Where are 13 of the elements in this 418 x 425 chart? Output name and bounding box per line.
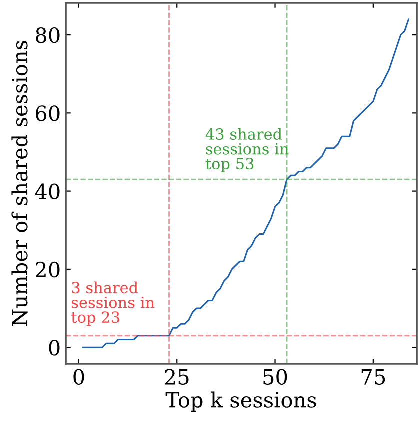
y-tick-label: 0 [49,340,60,356]
y-axis-title: Number of shared sessions [12,41,28,326]
y-tick-label: 20 [36,262,60,278]
y-tick-label: 40 [35,184,60,200]
annotation: 43 shared sessions in top 53 [206,128,289,173]
x-axis-title: Top k sessions [166,392,316,412]
x-tick-label: 50 [264,369,288,385]
y-tick-label: 60 [36,106,60,122]
y-tick-label: 80 [36,27,60,44]
x-tick-label: 0 [74,369,84,385]
annotation: 3 shared sessions in top 23 [72,282,155,326]
x-tick-label: 25 [165,369,189,385]
x-tick-label: 75 [362,370,386,385]
